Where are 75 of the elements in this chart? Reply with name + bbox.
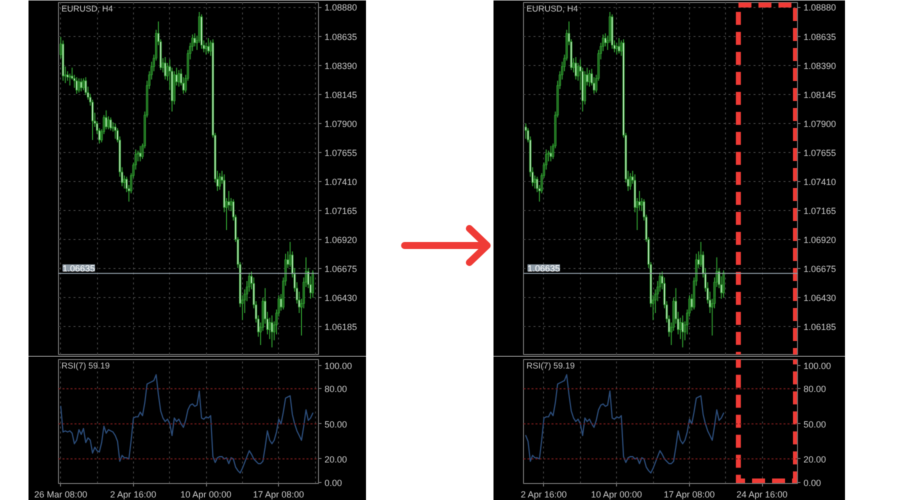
x-tick-label: 2 Apr 16:00 — [110, 490, 156, 500]
y-tick-label: 1.06185 — [324, 322, 358, 332]
y-tick-label: 1.07165 — [324, 206, 358, 216]
y-tick-label: 1.06185 — [804, 322, 836, 332]
candlestick — [604, 32, 607, 47]
candlestick — [76, 76, 78, 94]
chart-title: EURUSD, H4 — [526, 4, 578, 14]
y-tick-label: 1.08635 — [324, 32, 358, 42]
y-tick-label: 1.06920 — [324, 235, 358, 246]
candlestick — [84, 76, 87, 96]
candlestick — [194, 32, 196, 47]
candlestick — [682, 314, 684, 348]
candlestick — [139, 145, 142, 162]
candlestick — [114, 122, 116, 140]
y-tick-label: 20.00 — [324, 454, 348, 464]
line-series — [525, 374, 724, 474]
y-tick-label: 1.07655 — [804, 148, 836, 158]
x-tick-label: 17 Apr 08:00 — [252, 490, 304, 500]
y-tick-label: 20.00 — [804, 454, 826, 464]
y-tick-label: 1.08880 — [804, 2, 836, 13]
y-tick-label: 1.07900 — [804, 118, 836, 129]
chart-title: EURUSD, H4 — [62, 4, 114, 14]
y-tick-label: 1.07410 — [804, 176, 836, 187]
candlestick — [164, 56, 166, 80]
candlestick — [207, 38, 210, 54]
y-tick-label: 100.00 — [324, 360, 352, 371]
y-tick-label: 50.00 — [324, 419, 348, 430]
ref-line-label: 1.06635 — [528, 263, 560, 274]
y-tick-label: 80.00 — [324, 384, 348, 394]
x-tick-label: 10 Apr 00:00 — [180, 490, 232, 500]
ref-line-label: 1.06635 — [62, 263, 96, 274]
candlestick — [270, 314, 274, 348]
candlestick — [312, 270, 314, 298]
x-tick-label: 26 Mar 08:00 — [34, 490, 88, 500]
x-tick-label: 24 Apr 16:00 — [736, 490, 788, 500]
candlestick — [574, 56, 577, 80]
y-tick-label: 100.00 — [804, 360, 832, 371]
y-tick-label: 1.07410 — [324, 176, 358, 187]
y-tick-label: 1.06430 — [324, 293, 358, 304]
line-series — [60, 374, 314, 474]
candlestick — [110, 116, 112, 131]
candlestick — [218, 172, 221, 190]
y-tick-label: 1.08145 — [324, 90, 358, 100]
candlestick — [204, 42, 208, 56]
y-tick-label: 1.08390 — [804, 60, 836, 71]
candlestick — [616, 42, 618, 56]
y-tick-label: 1.07900 — [324, 118, 358, 129]
y-tick-label: 80.00 — [804, 384, 826, 394]
y-tick-label: 1.07165 — [804, 206, 836, 216]
y-tick-label: 1.06675 — [324, 264, 358, 274]
y-tick-label: 1.06920 — [804, 235, 836, 246]
candlestick — [524, 122, 527, 140]
candlestick — [80, 78, 82, 92]
x-tick-label: 17 Apr 08:00 — [664, 490, 715, 500]
candlestick — [629, 172, 632, 190]
y-tick-label: 1.08880 — [324, 2, 358, 13]
y-tick-label: 0.00 — [324, 478, 342, 488]
candlestick — [78, 78, 80, 94]
y-tick-label: 1.07655 — [324, 148, 358, 158]
candlestick — [66, 70, 69, 82]
y-tick-label: 50.00 — [804, 419, 826, 430]
y-tick-label: 1.08635 — [804, 32, 836, 42]
y-tick-label: 1.06430 — [804, 293, 836, 304]
candlestick — [105, 110, 108, 130]
x-tick-label: 10 Apr 00:00 — [590, 490, 642, 500]
y-tick-label: 1.08145 — [804, 90, 836, 100]
y-tick-label: 1.06675 — [804, 264, 836, 274]
candlestick — [550, 145, 552, 162]
chart-title: RSI(7) 59.19 — [62, 360, 110, 370]
candlestick — [178, 70, 180, 88]
y-tick-label: 0.00 — [804, 478, 822, 488]
candlestick — [618, 38, 620, 54]
y-tick-label: 1.08390 — [324, 60, 358, 71]
chart-title: RSI(7) 59.19 — [526, 360, 575, 370]
x-tick-label: 2 Apr 16:00 — [520, 490, 567, 500]
